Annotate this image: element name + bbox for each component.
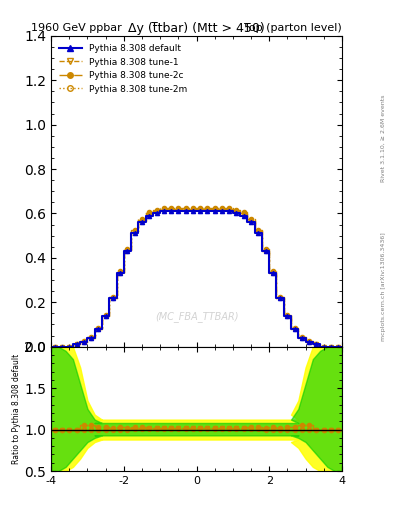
Y-axis label: Ratio to Pythia 8.308 default: Ratio to Pythia 8.308 default xyxy=(13,354,22,464)
Legend: Pythia 8.308 default, Pythia 8.308 tune-1, Pythia 8.308 tune-2c, Pythia 8.308 tu: Pythia 8.308 default, Pythia 8.308 tune-… xyxy=(55,40,191,98)
Text: (MC_FBA_TTBAR): (MC_FBA_TTBAR) xyxy=(155,311,238,322)
Title: Δy (t̅tbar) (Mtt > 450): Δy (t̅tbar) (Mtt > 450) xyxy=(128,22,265,35)
Text: Top (parton level): Top (parton level) xyxy=(244,23,342,33)
Text: 1960 GeV ppbar: 1960 GeV ppbar xyxy=(31,23,122,33)
Text: Rivet 3.1.10, ≥ 2.6M events: Rivet 3.1.10, ≥ 2.6M events xyxy=(381,95,386,182)
Text: mcplots.cern.ch [arXiv:1306.3436]: mcplots.cern.ch [arXiv:1306.3436] xyxy=(381,232,386,341)
